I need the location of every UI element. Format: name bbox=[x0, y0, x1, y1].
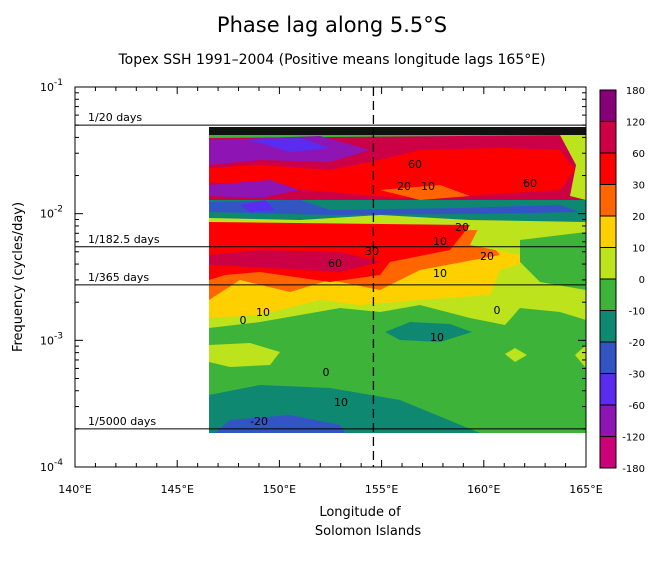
y-axis-label: Frequency (cycles/day) bbox=[11, 202, 26, 352]
band-top-edge bbox=[209, 127, 586, 135]
colorbar-label: -180 bbox=[622, 464, 645, 475]
colorbar-label: -10 bbox=[629, 307, 645, 318]
x-tick-label: 150°E bbox=[263, 483, 296, 496]
contour-label: 30 bbox=[365, 245, 379, 258]
reference-line-label: 1/365 days bbox=[88, 271, 149, 284]
plot-frame bbox=[74, 86, 587, 468]
contour-label: -20 bbox=[250, 415, 268, 428]
reference-line-label: 1/20 days bbox=[88, 111, 142, 124]
x-tick-label: 140°E bbox=[58, 483, 91, 496]
colorbar-label: 30 bbox=[632, 181, 645, 192]
chart-title: Phase lag along 5.5°S bbox=[217, 13, 447, 37]
band-0-10-blob bbox=[505, 348, 527, 362]
contour-label: 0 bbox=[494, 304, 501, 317]
chart-subtitle: Topex SSH 1991–2004 (Positive means long… bbox=[117, 52, 545, 68]
colorbar-swatch bbox=[599, 436, 617, 469]
colorbar-label: 180 bbox=[626, 86, 645, 97]
colorbar-label: 0 bbox=[639, 275, 645, 286]
contour-label: 10 bbox=[256, 306, 270, 319]
colorbar-swatch bbox=[599, 310, 617, 343]
contour-label: 20 bbox=[480, 250, 494, 263]
colorbar-label: 10 bbox=[632, 244, 645, 255]
band-60-120 bbox=[209, 250, 380, 272]
contour-label: 10 bbox=[421, 180, 435, 193]
x-axis-label: Longitude of bbox=[319, 505, 401, 520]
x-tick-label: 160°E bbox=[467, 483, 500, 496]
contour-label: 10 bbox=[334, 396, 348, 409]
colorbar-swatch bbox=[599, 278, 617, 311]
colorbar-label: -120 bbox=[622, 433, 645, 444]
x-tick-label: 165°E bbox=[569, 483, 602, 496]
y-tick-base: 10 bbox=[40, 461, 54, 474]
band-0-10-blob bbox=[209, 343, 280, 367]
y-tick-exponent: -1 bbox=[54, 78, 63, 88]
contour-label: 10 bbox=[433, 235, 447, 248]
contour-label: 0 bbox=[240, 314, 247, 327]
y-tick-label: 10-4 bbox=[40, 458, 63, 474]
colorbar-label: 60 bbox=[632, 149, 645, 160]
colorbar-swatch bbox=[599, 152, 617, 185]
y-tick-label: 10-3 bbox=[40, 331, 63, 347]
x-tick-label: 145°E bbox=[160, 483, 193, 496]
colorbar: -180 -120 -60 -30 -20 -10 0 10 20 30 60 120 180 bbox=[599, 86, 645, 475]
band-violet-upper bbox=[250, 138, 330, 152]
band-orange-upper bbox=[380, 185, 470, 200]
band-red-upper bbox=[209, 148, 575, 198]
contour-field bbox=[209, 127, 586, 433]
y-tick-base: 10 bbox=[40, 81, 54, 94]
contour-label: 10 bbox=[433, 267, 447, 280]
colorbar-swatch bbox=[599, 404, 617, 437]
colorbar-label: -60 bbox=[629, 401, 645, 412]
colorbar-swatch bbox=[599, 341, 617, 374]
y-tick-base: 10 bbox=[40, 334, 54, 347]
colorbar-label: -30 bbox=[629, 370, 645, 381]
x-axis-label-line2: Solomon Islands bbox=[315, 524, 421, 539]
contour-label: 60 bbox=[328, 257, 342, 270]
colorbar-swatch bbox=[599, 373, 617, 406]
colorbar-swatch bbox=[599, 215, 617, 248]
axes: 140°E 145°E 150°E 155°E 160°E 165°E10-110-210… bbox=[40, 78, 603, 496]
band-green-upper-right bbox=[560, 132, 586, 200]
x-tick-label: 155°E bbox=[365, 483, 398, 496]
band-purple-upper2 bbox=[209, 180, 300, 198]
band-neg20-neg10-blob bbox=[385, 322, 472, 342]
contour-label: 20 bbox=[455, 221, 469, 234]
y-tick-exponent: -4 bbox=[54, 458, 63, 468]
band-blue-mid bbox=[209, 200, 580, 215]
y-tick-label: 10-1 bbox=[40, 78, 63, 94]
contour-label: 20 bbox=[397, 180, 411, 193]
contour-label: 60 bbox=[523, 177, 537, 190]
y-tick-exponent: -2 bbox=[54, 205, 63, 215]
colorbar-swatch bbox=[599, 184, 617, 217]
colorbar-swatch bbox=[599, 89, 617, 122]
colorbar-label: 120 bbox=[626, 118, 645, 129]
reference-line-label: 1/5000 days bbox=[88, 415, 156, 428]
colorbar-swatch bbox=[599, 247, 617, 280]
colorbar-swatch bbox=[599, 121, 617, 154]
colorbar-label: 20 bbox=[632, 212, 645, 223]
overlay: 1/20 days 1/182.5 days 1/365 days 1/5000 da… bbox=[75, 87, 586, 467]
colorbar-label: -20 bbox=[629, 338, 645, 349]
y-tick-exponent: -3 bbox=[54, 331, 63, 341]
contour-label: 0 bbox=[323, 366, 330, 379]
reference-line-label: 1/182.5 days bbox=[88, 233, 160, 246]
band-purple-mid bbox=[240, 200, 275, 212]
y-tick-label: 10-2 bbox=[40, 205, 63, 221]
contour-label: 10 bbox=[430, 331, 444, 344]
y-tick-base: 10 bbox=[40, 208, 54, 221]
contour-label: 60 bbox=[408, 158, 422, 171]
band-0-10-blob bbox=[575, 345, 586, 368]
